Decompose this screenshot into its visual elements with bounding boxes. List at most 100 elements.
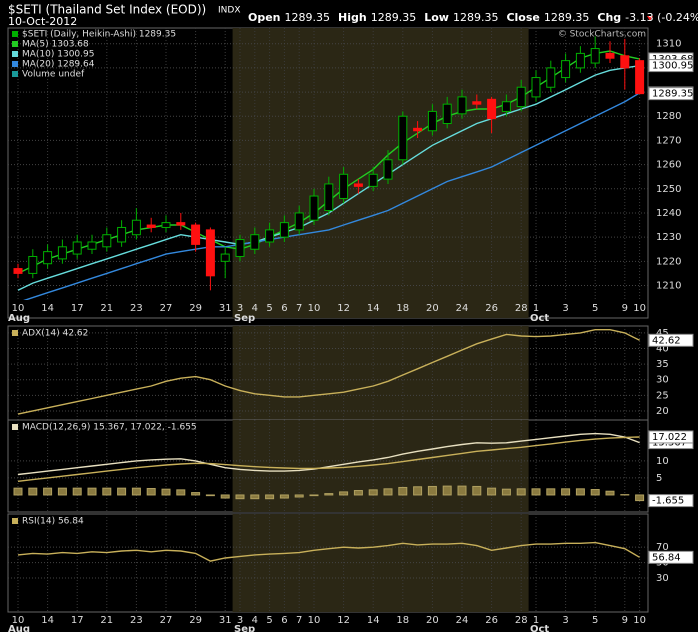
legend-label: ADX(14) 42.62 — [22, 329, 88, 339]
candle-body — [72, 241, 82, 255]
month-label: Aug — [8, 624, 30, 632]
x-tick-label: 9 — [622, 615, 628, 626]
x-tick-label: 3 — [237, 615, 243, 626]
x-tick-label: 23 — [130, 615, 143, 626]
x-tick-label: 7 — [296, 303, 302, 314]
month-shade — [232, 326, 529, 420]
candle-body — [605, 52, 615, 59]
x-tick-label: 18 — [396, 303, 409, 314]
candle-body — [28, 255, 38, 274]
histogram-bar — [13, 487, 23, 496]
legend-label: RSI(14) 56.84 — [22, 517, 84, 527]
month-label: Oct — [530, 624, 549, 632]
candle-body — [487, 98, 497, 120]
x-tick-label: 6 — [281, 303, 287, 314]
month-label: Sep — [234, 313, 255, 324]
histogram-bar — [531, 488, 541, 496]
candle-body — [620, 55, 630, 69]
x-tick-label: 1 — [533, 615, 539, 626]
y-tick-label: 40 — [656, 343, 669, 354]
candle-body — [339, 173, 349, 199]
histogram-bar — [250, 494, 260, 500]
legend-swatch — [12, 330, 18, 336]
histogram-bar — [176, 489, 186, 496]
candle-body — [309, 195, 319, 221]
candle-body — [383, 159, 393, 180]
candle-body — [457, 96, 467, 115]
x-tick-label: 27 — [160, 303, 173, 314]
legend-swatch — [12, 71, 18, 77]
x-tick-label: 3 — [237, 303, 243, 314]
x-tick-label: 10 — [308, 303, 321, 314]
month-shade — [232, 28, 529, 318]
histogram-bar — [427, 485, 437, 496]
month-label: Aug — [8, 313, 30, 324]
candle-body — [146, 224, 156, 228]
x-tick-label: 3 — [562, 615, 568, 626]
histogram-bar — [516, 488, 526, 496]
y-tick-label: 1240 — [656, 208, 681, 219]
value-tag-label: 56.84 — [652, 552, 681, 563]
value-tag — [648, 59, 694, 73]
x-tick-label: 4 — [252, 615, 258, 626]
x-tick-label: 9 — [622, 303, 628, 314]
x-tick-label: 10 — [633, 303, 646, 314]
y-tick-label: 1270 — [656, 135, 681, 146]
value-tag — [648, 550, 694, 564]
y-tick-label: 1310 — [656, 39, 681, 50]
x-tick-label: 5 — [592, 303, 598, 314]
legend-label: MA(5) 1303.68 — [22, 40, 89, 50]
candle-body — [501, 101, 511, 112]
month-shade — [232, 420, 529, 512]
x-tick-label: 23 — [130, 303, 143, 314]
x-tick-label: 20 — [426, 303, 439, 314]
y-tick-label: 45 — [656, 328, 669, 339]
quote-label: Open — [248, 11, 281, 24]
x-tick-label: 21 — [100, 303, 113, 314]
y-tick-label: 25 — [656, 390, 669, 401]
histogram-bar — [220, 494, 230, 499]
line — [17, 329, 640, 415]
candle-body — [176, 222, 186, 226]
x-tick-label: 29 — [189, 615, 202, 626]
legend-label: MACD(12,26,9) 15.367, 17.022, -1.655 — [22, 423, 197, 433]
histogram-bar — [635, 494, 645, 502]
date: 10-Oct-2012 — [8, 15, 77, 28]
candle-body — [353, 183, 363, 187]
legend-swatch — [12, 424, 18, 430]
histogram-bar — [279, 494, 289, 499]
quote-value: 1289.35 — [371, 11, 417, 24]
candle-body — [324, 183, 334, 212]
x-tick-label: 21 — [100, 615, 113, 626]
month-label: Sep — [234, 624, 255, 632]
candle-body — [294, 212, 304, 231]
credit: © StockCharts.com — [558, 30, 646, 40]
y-tick-label: 30 — [656, 375, 669, 386]
line — [17, 436, 640, 482]
candle-body — [398, 115, 408, 161]
histogram-bar — [191, 492, 201, 496]
histogram-bar — [368, 489, 378, 496]
value-tag-label: 1289.35 — [652, 89, 693, 100]
quote-value: -3.13 (-0.24%) — [625, 11, 698, 24]
histogram-bar — [413, 486, 423, 496]
histogram-bar — [442, 485, 452, 496]
candle-body — [442, 103, 452, 125]
value-tag — [648, 333, 694, 347]
candle-body — [265, 229, 275, 243]
legend-label: Volume undef — [22, 70, 85, 80]
histogram-bar — [43, 487, 53, 496]
histogram-bar — [294, 494, 304, 498]
title: $SETI (Thailand Set Index (EOD)) — [8, 3, 206, 17]
x-tick-label: 7 — [296, 615, 302, 626]
x-tick-label: 31 — [219, 303, 232, 314]
x-tick-label: 5 — [266, 303, 272, 314]
candle-body — [368, 173, 378, 187]
x-tick-label: 14 — [41, 303, 54, 314]
x-tick-label: 10 — [12, 615, 25, 626]
candle-body — [427, 110, 437, 132]
y-tick-label: 35 — [656, 359, 669, 370]
legend-label: MA(10) 1300.95 — [22, 50, 94, 60]
value-tag — [648, 430, 694, 444]
value-tag — [648, 87, 694, 101]
